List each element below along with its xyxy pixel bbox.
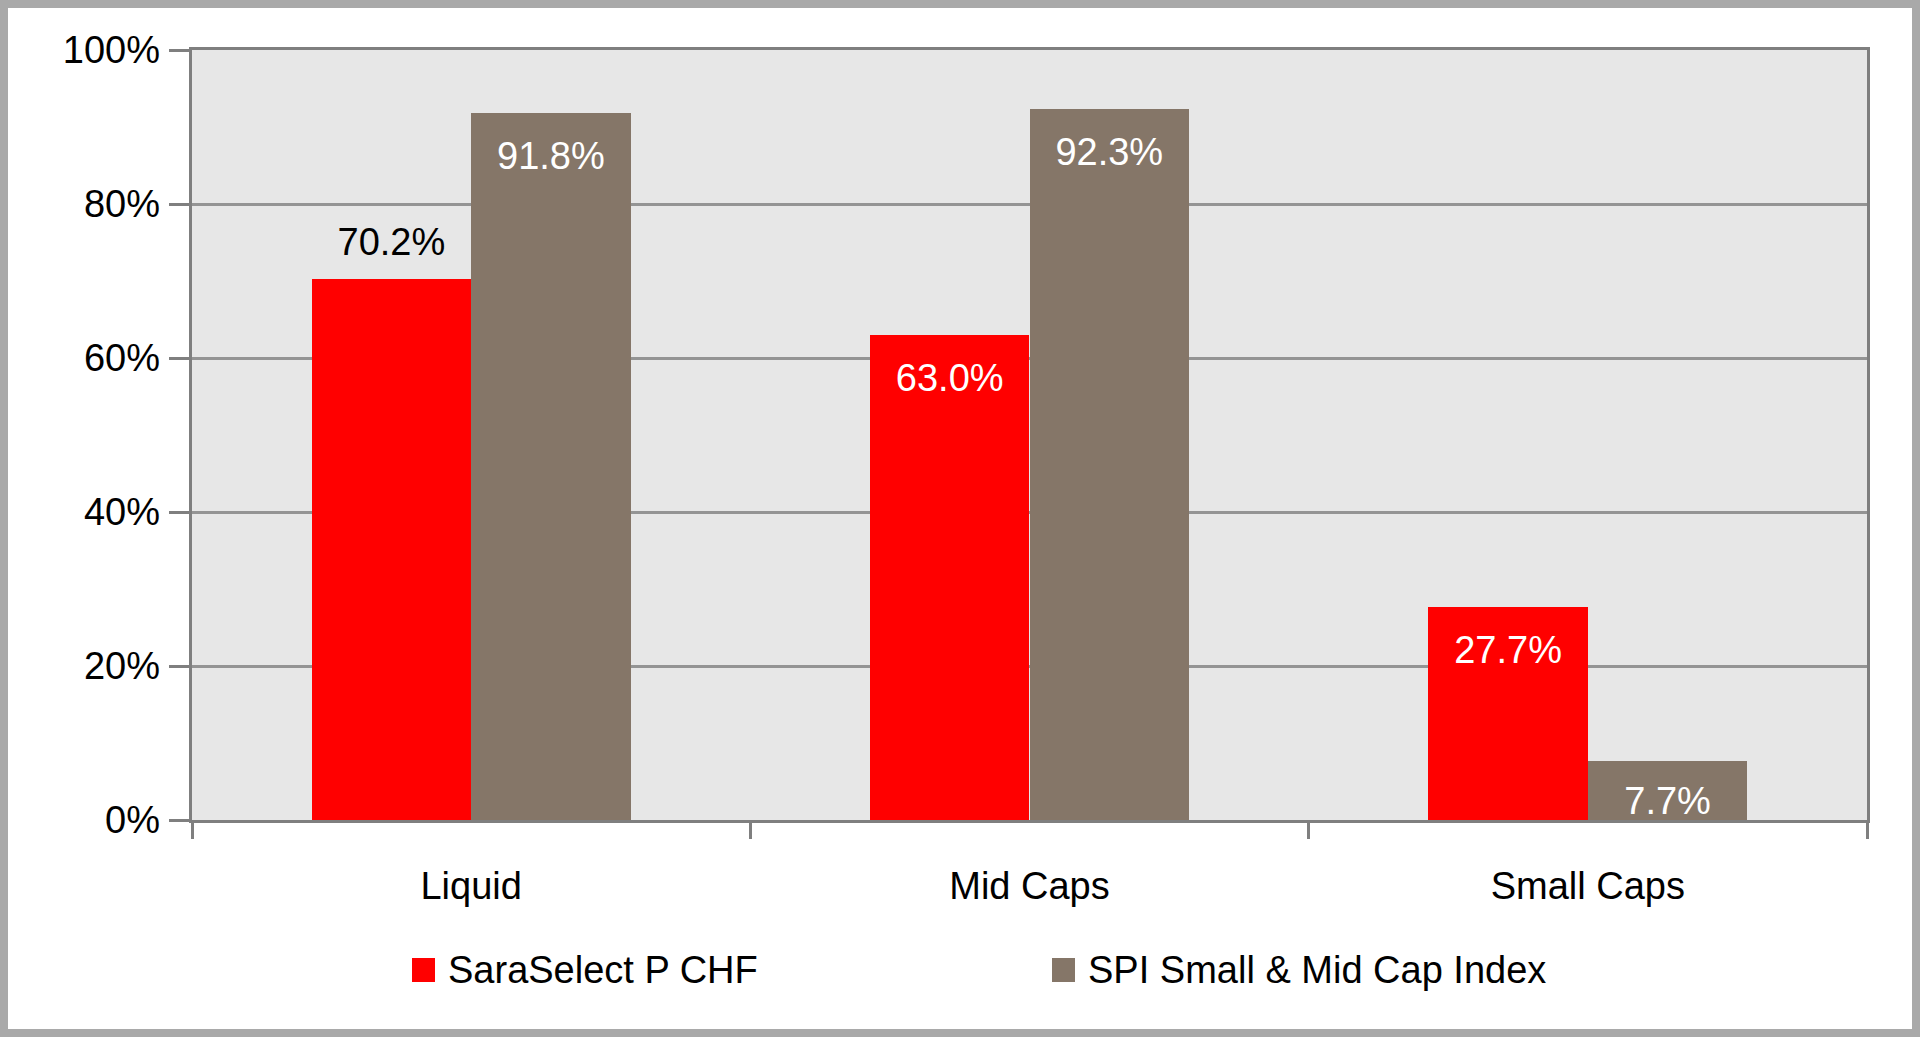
x-axis-tick-1	[749, 820, 752, 839]
x-axis-tick-2	[1307, 820, 1310, 839]
x-axis-label-small-caps: Small Caps	[1309, 864, 1867, 908]
y-axis-tick-0	[169, 819, 189, 822]
y-axis-label-20: 20%	[8, 644, 160, 688]
chart-frame: 70.2% 63.0% 27.7% 91.8% 92.3% 7.7% 100% 80% 60%…	[0, 0, 1920, 1037]
legend: SaraSelect P CHF SPI Small & Mid Cap Inde…	[8, 946, 1912, 996]
y-axis-label-100: 100%	[8, 28, 160, 72]
y-axis-label-0: 0%	[8, 798, 160, 842]
y-axis-tick-80	[169, 203, 189, 206]
x-axis-tick-3	[1866, 820, 1869, 839]
y-axis-label-40: 40%	[8, 490, 160, 534]
chart-background: 70.2% 63.0% 27.7% 91.8% 92.3% 7.7% 100% 80% 60%…	[8, 8, 1912, 1029]
plot-area: 70.2% 63.0% 27.7% 91.8% 92.3% 7.7%	[189, 47, 1870, 823]
bar-label-spi-small-mid-cap-index-liquid: 91.8%	[471, 135, 631, 177]
y-axis-tick-40	[169, 511, 189, 514]
bar-saraselect-p-chf-mid-caps	[870, 335, 1030, 820]
bar-spi-small-mid-cap-index-mid-caps	[1030, 109, 1190, 820]
legend-marker-saraselect-p-chf	[412, 958, 435, 982]
legend-label-spi-small-mid-cap-index: SPI Small & Mid Cap Index	[1088, 948, 1546, 992]
legend-item-saraselect-p-chf: SaraSelect P CHF	[412, 946, 758, 994]
y-axis-label-60: 60%	[8, 336, 160, 380]
bar-label-spi-small-mid-cap-index-small-caps: 7.7%	[1588, 780, 1748, 822]
bar-spi-small-mid-cap-index-liquid	[471, 113, 631, 820]
x-axis-label-liquid: Liquid	[192, 864, 750, 908]
y-axis-tick-60	[169, 357, 189, 360]
y-axis-tick-20	[169, 665, 189, 668]
y-axis-tick-100	[169, 49, 189, 52]
legend-marker-spi-small-mid-cap-index	[1052, 958, 1075, 982]
bar-label-saraselect-p-chf-liquid: 70.2%	[312, 221, 472, 263]
bar-saraselect-p-chf-liquid	[312, 279, 472, 820]
bar-label-saraselect-p-chf-mid-caps: 63.0%	[870, 357, 1030, 399]
x-axis: LiquidMid CapsSmall Caps	[192, 864, 1867, 908]
y-axis-label-80: 80%	[8, 182, 160, 226]
legend-item-spi-small-mid-cap-index: SPI Small & Mid Cap Index	[1052, 946, 1546, 994]
x-axis-tick-0	[191, 820, 194, 839]
bar-label-saraselect-p-chf-small-caps: 27.7%	[1428, 629, 1588, 671]
bar-label-spi-small-mid-cap-index-mid-caps: 92.3%	[1030, 131, 1190, 173]
legend-label-saraselect-p-chf: SaraSelect P CHF	[448, 948, 758, 992]
x-axis-label-mid-caps: Mid Caps	[750, 864, 1308, 908]
